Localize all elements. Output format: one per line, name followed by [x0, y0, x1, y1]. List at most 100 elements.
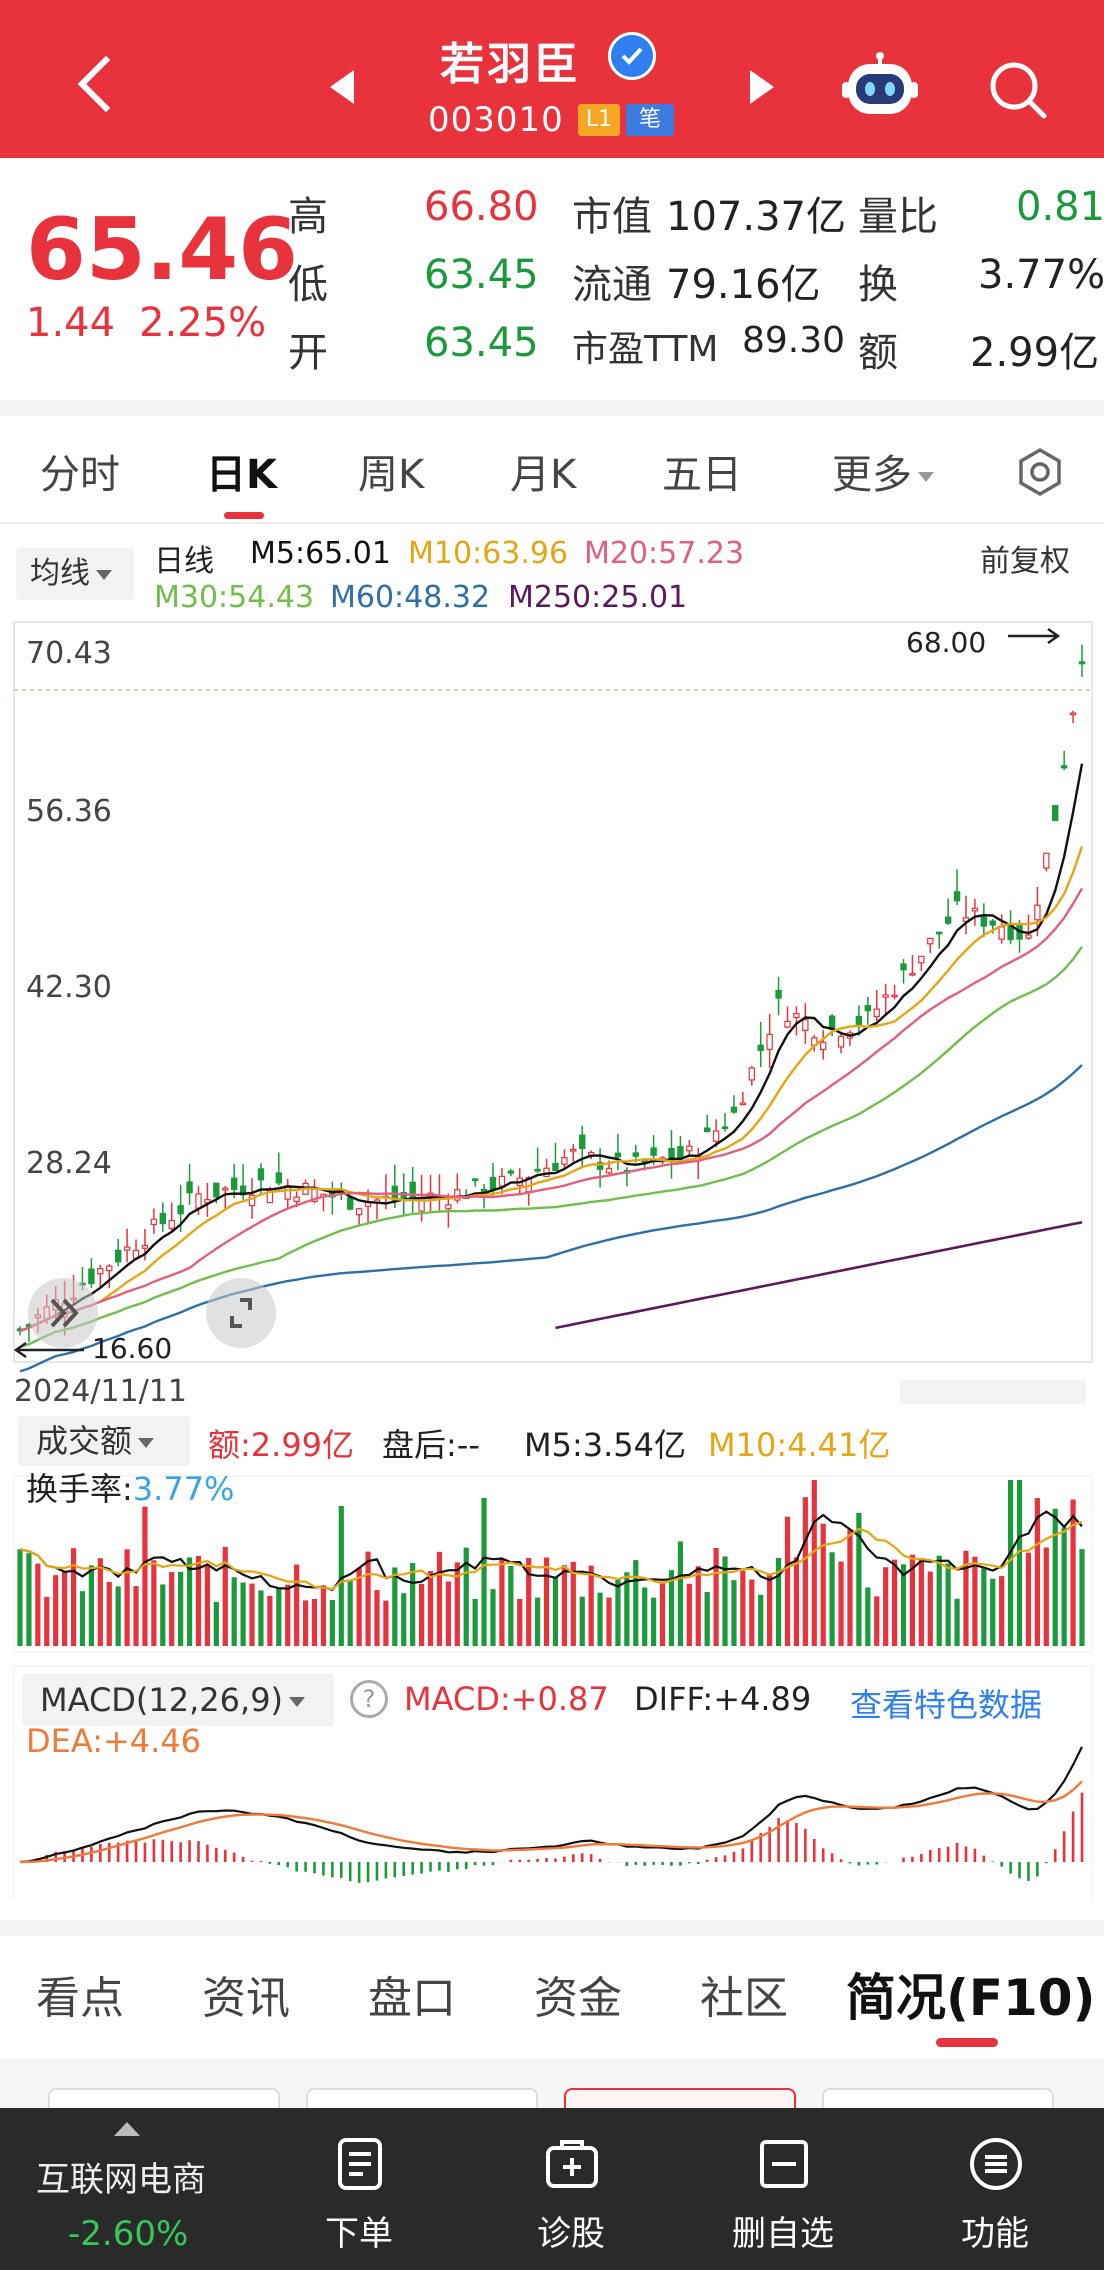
volume-bar — [651, 1597, 657, 1646]
candle — [605, 1167, 613, 1174]
volume-bar — [320, 1585, 327, 1646]
y-tick-label: 56.36 — [26, 794, 112, 829]
robot-assistant-icon[interactable] — [842, 52, 918, 118]
tab-weekly-k[interactable]: 周K — [358, 452, 425, 498]
candle — [213, 1182, 220, 1198]
tab-community[interactable]: 社区 — [700, 1973, 788, 2024]
volume-bar — [365, 1551, 371, 1646]
next-stock-icon[interactable] — [750, 70, 774, 104]
amount-value: 2.99亿 — [970, 330, 1100, 376]
candle — [97, 1268, 104, 1275]
float-cap-value: 79.16亿 — [666, 262, 821, 308]
expand-up-icon[interactable] — [114, 2122, 140, 2136]
candle — [855, 1015, 863, 1027]
candle — [900, 963, 907, 971]
ma-dropdown[interactable]: 均线 — [16, 548, 134, 600]
volume-bar — [883, 1567, 889, 1646]
kline-chart[interactable] — [0, 0, 1104, 1900]
sector-change: -2.60% — [68, 2214, 189, 2254]
place-order-button[interactable]: 下单 — [284, 2108, 434, 2270]
macd-panel-frame — [13, 1665, 1093, 1900]
tab-highlights[interactable]: 看点 — [36, 1973, 124, 2024]
candle — [114, 1249, 122, 1263]
volume-bar — [338, 1505, 344, 1646]
candle — [293, 1196, 300, 1203]
candle — [748, 1067, 755, 1081]
low-value: 63.45 — [424, 252, 539, 298]
candle — [891, 994, 898, 998]
volume-panel-frame — [13, 1475, 1093, 1653]
candle — [570, 1148, 577, 1152]
fullscreen-button[interactable] — [206, 1278, 276, 1348]
tabs-divider — [0, 522, 1104, 524]
volume-bar — [606, 1597, 612, 1646]
tab-profile-f10[interactable]: 简况(F10) — [846, 1969, 1096, 2027]
tab-news[interactable]: 资讯 — [202, 1973, 290, 2024]
functions-button[interactable]: 功能 — [920, 2108, 1070, 2270]
volume-bar — [517, 1598, 523, 1646]
volume-bar — [543, 1557, 550, 1646]
volume-bar — [401, 1593, 407, 1646]
scroll-left-button[interactable] — [28, 1278, 98, 1348]
l1-badge: L1 — [578, 104, 620, 136]
macd-dropdown-label: MACD(12,26,9) — [40, 1681, 284, 1719]
volume-bar — [597, 1592, 603, 1646]
candle — [784, 1020, 791, 1028]
double-chevron-icon — [50, 1298, 79, 1328]
volume-bar — [392, 1567, 398, 1646]
candle — [1025, 934, 1032, 939]
help-icon[interactable]: ? — [350, 1680, 388, 1718]
order-icon — [338, 2138, 382, 2190]
macd-indicator-dropdown[interactable]: MACD(12,26,9) — [22, 1674, 334, 1726]
dea-value: DEA:+4.46 — [26, 1722, 202, 1760]
tab-daily-k[interactable]: 日K — [206, 452, 277, 498]
candle — [757, 1044, 764, 1051]
volume-bar — [526, 1558, 532, 1646]
volume-bar — [954, 1598, 960, 1646]
volume-m10: M10:4.41亿 — [708, 1426, 891, 1464]
tab-monthly-k[interactable]: 月K — [510, 452, 577, 498]
candle — [186, 1181, 193, 1194]
tab-capital[interactable]: 资金 — [534, 1973, 622, 2024]
candle — [1052, 805, 1059, 822]
tab-order-book[interactable]: 盘口 — [368, 1973, 456, 2024]
candle — [712, 1130, 720, 1142]
volume-bar — [276, 1588, 282, 1646]
chevron-down-icon — [918, 472, 934, 482]
volume-indicator-dropdown[interactable]: 成交额 — [18, 1416, 190, 1466]
volume-bar — [186, 1557, 193, 1646]
candle — [971, 907, 979, 912]
diff-line — [19, 1746, 1083, 1864]
sector-name[interactable]: 互联网电商 — [36, 2160, 206, 2200]
volume-dropdown-label: 成交额 — [36, 1422, 133, 1460]
open-value: 63.45 — [424, 320, 539, 366]
chart-settings-icon[interactable] — [1014, 446, 1066, 498]
candle — [454, 1189, 461, 1201]
volume-bar — [749, 1579, 755, 1646]
search-icon[interactable] — [986, 58, 1048, 120]
volume-bar — [124, 1549, 130, 1646]
view-special-data-link[interactable]: 查看特色数据 — [850, 1686, 1043, 1724]
volume-bar — [294, 1564, 300, 1646]
candle — [561, 1157, 568, 1165]
tab-more[interactable]: 更多 — [832, 442, 934, 500]
candle — [650, 1147, 657, 1156]
expand-icon — [230, 1298, 252, 1328]
candle — [819, 1041, 827, 1051]
volume-bar — [472, 1598, 478, 1646]
ma5-line — [19, 763, 1084, 1332]
turnover-amount: 额:2.99亿 — [208, 1426, 355, 1464]
volume-bar — [874, 1596, 880, 1646]
ma10-line — [19, 846, 1084, 1332]
adjust-mode[interactable]: 前复权 — [980, 544, 1070, 579]
diagnose-stock-button[interactable]: 诊股 — [496, 2108, 646, 2270]
tab-intraday[interactable]: 分时 — [40, 452, 120, 498]
prev-stock-icon[interactable] — [330, 70, 354, 104]
remove-watchlist-button[interactable]: 删自选 — [708, 2108, 858, 2270]
tab-five-day[interactable]: 五日 — [662, 452, 742, 498]
volume-bar — [856, 1512, 862, 1646]
place-order-label: 下单 — [325, 2214, 393, 2254]
volume-bar — [302, 1600, 309, 1646]
float-cap-label: 流通 — [572, 262, 652, 308]
candle — [980, 916, 988, 927]
